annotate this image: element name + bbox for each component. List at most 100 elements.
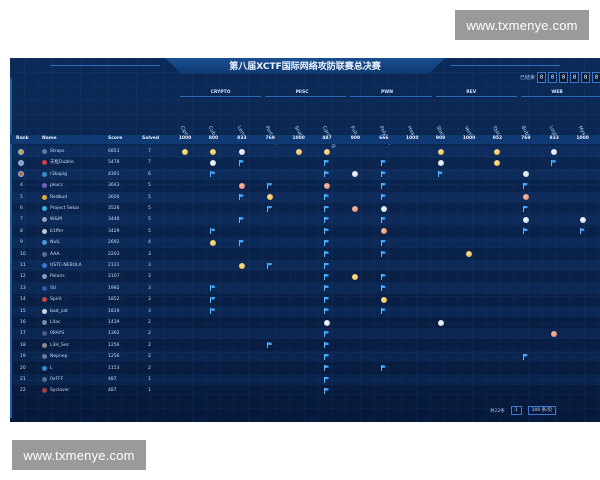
table-row[interactable]: 10 AAA 2203 3	[10, 249, 600, 260]
team-avatar-icon	[42, 149, 47, 154]
page-number[interactable]: 1	[510, 406, 522, 415]
first-blood-medal-icon	[437, 148, 444, 155]
table-row[interactable]: 4 pkucc 3643 5	[10, 180, 600, 191]
team-solved: 1	[148, 388, 151, 394]
team-name[interactable]: AAA	[50, 251, 60, 257]
solve-flag-icon	[324, 216, 329, 223]
solve-flag-icon	[267, 342, 272, 349]
team-name[interactable]: Nepnep	[50, 354, 68, 360]
solve-flag-icon	[324, 262, 329, 269]
table-row[interactable]: 14 Spirit 1852 3	[10, 294, 600, 305]
table-row[interactable]: 7 W&M 3446 5	[10, 214, 600, 226]
first-blood-medal-icon	[295, 148, 302, 155]
team-name[interactable]: Polaris	[50, 274, 65, 280]
team-score: 5478	[108, 160, 120, 166]
team-name[interactable]: USTC-NEBULA	[50, 263, 82, 268]
solve-flag-icon	[380, 251, 386, 258]
solve-flag-icon	[380, 182, 386, 189]
solve-flag-icon	[324, 365, 329, 372]
table-row[interactable]: Straps 6853 7	[10, 146, 600, 157]
team-name[interactable]: Project Sekai	[50, 206, 79, 211]
team-score: 2131	[108, 263, 120, 268]
third-blood-medal-icon	[522, 194, 529, 201]
table-row[interactable]: 11 USTC-NEBULA 2131 3	[10, 260, 600, 271]
team-name[interactable]: W&M	[50, 217, 62, 223]
solve-flag-icon	[210, 285, 215, 292]
team-name[interactable]: L4ac	[50, 320, 61, 325]
rank-cell: 19	[20, 354, 26, 360]
table-header	[10, 135, 600, 144]
second-blood-medal-icon	[380, 205, 387, 212]
solve-flag-icon	[380, 285, 386, 292]
team-name[interactable]: 0RAYS	[50, 331, 65, 337]
challenge-points-cell: 666	[379, 136, 389, 141]
team-name[interactable]: NuIL	[50, 240, 61, 246]
first-blood-medal-icon	[380, 296, 387, 303]
team-solved: 5	[148, 194, 151, 200]
challenge-points-cell: 909	[435, 136, 446, 141]
team-name[interactable]: 0xFFF	[50, 377, 64, 382]
table-row[interactable]: 13 SU 1992 3	[10, 282, 600, 294]
challenge-points-cell: 1000	[405, 136, 419, 141]
second-blood-medal-icon	[352, 171, 359, 178]
table-row[interactable]: r3kapig 4301 6	[10, 168, 600, 180]
team-name[interactable]: 天枢Dubhe	[50, 160, 74, 166]
table-row[interactable]: 9 NuIL 2692 4	[10, 237, 600, 249]
table-row[interactable]: 19 Nepnep 1256 2	[10, 351, 600, 363]
rank-cell: 15	[20, 308, 26, 314]
table-row[interactable]: 8 b1ffer 3429 5	[10, 226, 600, 237]
team-name[interactable]: pkucc	[50, 183, 64, 189]
table-row[interactable]: 5 Redbud 3600 5	[10, 191, 600, 203]
rank-cell: 21	[20, 377, 26, 382]
table-row[interactable]: 20 L 1153 2	[10, 363, 600, 374]
rank-cell: 17	[20, 331, 26, 337]
third-blood-medal-icon	[352, 205, 359, 212]
team-name[interactable]: SU	[50, 285, 57, 291]
team-name[interactable]: bad_cat	[50, 308, 68, 314]
team-solved: 3	[148, 308, 151, 314]
timer-digit: 0	[570, 72, 579, 83]
table-row[interactable]: 16 L4ac 1439 2	[10, 317, 600, 328]
first-blood-medal-icon	[210, 239, 217, 246]
team-name[interactable]: L	[50, 365, 53, 371]
team-name[interactable]: Redbud	[50, 194, 68, 200]
page-size-select[interactable]: 100 条/页	[527, 406, 557, 415]
third-blood-medal-icon	[551, 330, 558, 337]
team-avatar-icon	[42, 320, 47, 325]
team-score: 1256	[108, 342, 120, 348]
team-name[interactable]: Spirit	[50, 297, 62, 303]
team-name[interactable]: L3H_Sec	[50, 342, 70, 348]
table-row[interactable]: 6 Project Sekai 3526 5	[10, 203, 600, 214]
team-name[interactable]: Syclover	[50, 388, 70, 394]
team-score: 2203	[108, 251, 120, 257]
table-row[interactable]: 15 bad_cat 1819 3	[10, 305, 600, 317]
team-avatar-icon	[42, 297, 47, 303]
rank-cell: 8	[20, 228, 23, 234]
table-row[interactable]: 21 0xFFF 487 1	[10, 374, 600, 385]
table-row[interactable]: 18 L3H_Sec 1256 2	[10, 340, 600, 351]
challenge-points-cell: 909	[350, 136, 361, 141]
total-count: 共22条	[490, 408, 505, 414]
team-avatar-icon	[42, 331, 47, 337]
team-name[interactable]: r3kapig	[50, 171, 67, 177]
solve-flag-icon	[324, 376, 329, 383]
table-row[interactable]: 22 Syclover 487 1	[10, 385, 600, 396]
team-name[interactable]: b1ffer	[50, 228, 64, 234]
team-score: 1992	[108, 285, 120, 291]
timer-digit: 0	[581, 72, 590, 83]
watermark-bottom: www.txmenye.com	[12, 440, 146, 470]
team-name[interactable]: Straps	[50, 149, 65, 154]
team-score: 2692	[108, 240, 120, 246]
team-solved: 5	[148, 228, 151, 234]
solve-flag-icon	[522, 353, 528, 360]
team-score: 1819	[108, 308, 120, 314]
team-avatar-icon	[42, 285, 47, 291]
table-row[interactable]: 12 Polaris 2107 3	[10, 271, 600, 282]
second-blood-medal-icon	[579, 216, 586, 223]
rank-cell: 9	[20, 240, 23, 246]
title-deco-left	[50, 65, 160, 66]
table-row[interactable]: 17 0RAYS 1362 2	[10, 328, 600, 340]
solve-flag-icon	[380, 216, 386, 223]
table-row[interactable]: 天枢Dubhe 5478 7	[10, 157, 600, 168]
